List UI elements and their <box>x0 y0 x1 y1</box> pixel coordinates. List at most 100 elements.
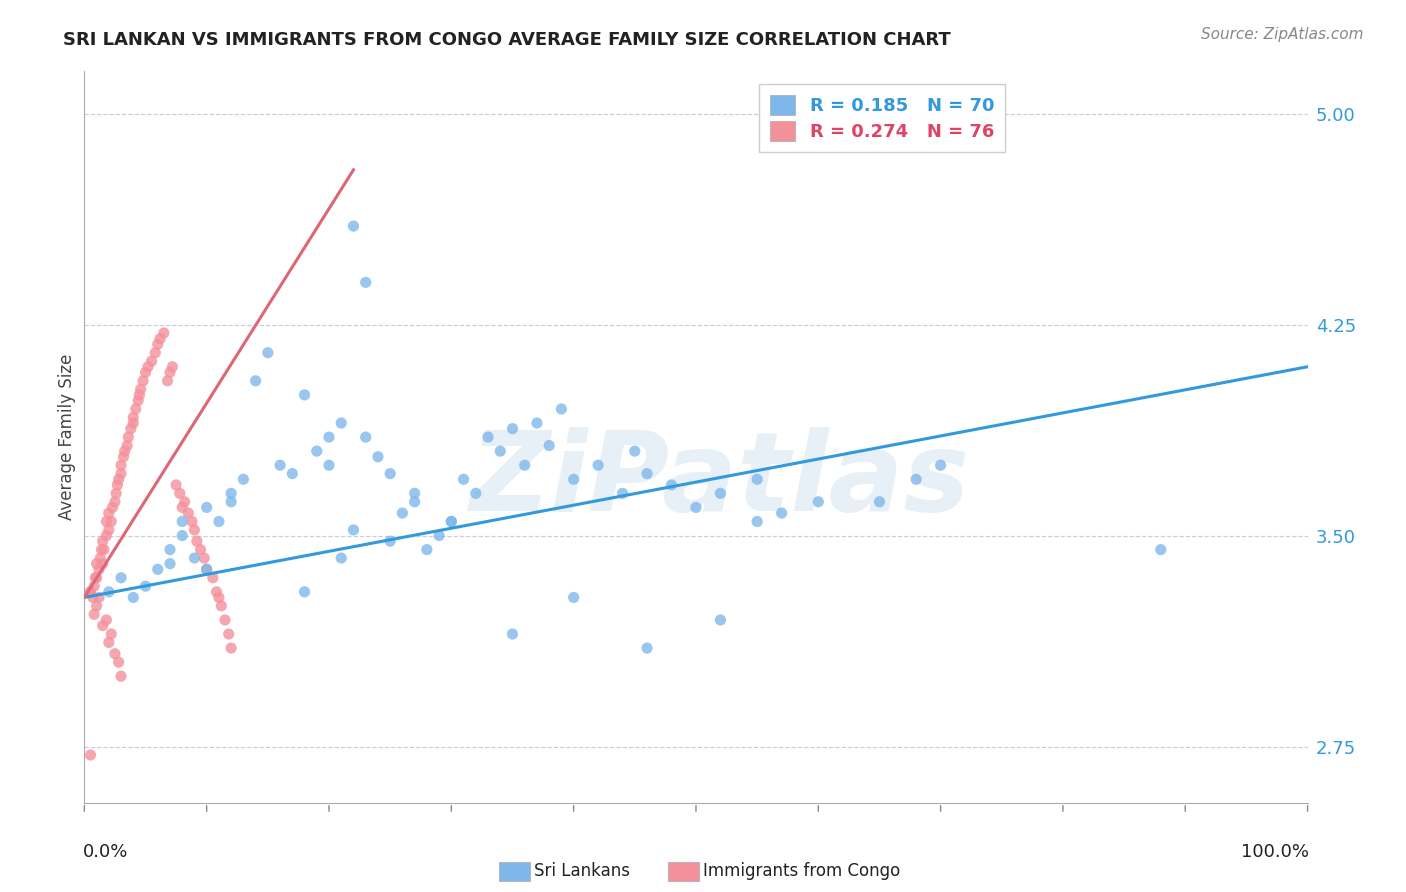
Point <box>380 534 402 549</box>
Point <box>367 450 389 464</box>
Point <box>550 401 572 416</box>
Point <box>159 542 181 557</box>
Point <box>107 655 129 669</box>
Point <box>294 584 316 599</box>
Point <box>110 669 132 683</box>
Point <box>502 422 524 436</box>
Point <box>110 467 132 481</box>
Point <box>330 416 353 430</box>
Point <box>83 607 105 622</box>
Point <box>97 506 120 520</box>
Point <box>440 515 463 529</box>
Point <box>929 458 952 473</box>
Point <box>114 444 136 458</box>
Point <box>562 591 585 605</box>
Point <box>747 515 769 529</box>
Point <box>104 647 127 661</box>
Point <box>86 571 108 585</box>
Point <box>146 337 169 351</box>
Point <box>159 365 181 379</box>
Point <box>120 422 142 436</box>
Point <box>586 458 609 473</box>
Point <box>205 584 228 599</box>
Point <box>112 450 135 464</box>
Point <box>110 458 132 473</box>
Point <box>153 326 176 340</box>
Point <box>107 472 129 486</box>
Point <box>96 613 118 627</box>
Point <box>526 416 548 430</box>
Point <box>905 472 928 486</box>
Point <box>105 478 128 492</box>
Point <box>195 562 218 576</box>
Point <box>636 641 658 656</box>
Point <box>195 562 218 576</box>
Point <box>513 458 536 473</box>
Point <box>117 430 139 444</box>
Point <box>115 438 138 452</box>
Point <box>90 542 112 557</box>
Point <box>83 579 105 593</box>
Point <box>110 571 132 585</box>
Point <box>122 410 145 425</box>
Point <box>132 374 155 388</box>
Point <box>96 528 118 542</box>
Point <box>807 495 830 509</box>
Point <box>661 478 683 492</box>
Point <box>149 332 172 346</box>
Text: Immigrants from Congo: Immigrants from Congo <box>703 863 900 880</box>
Text: 0.0%: 0.0% <box>83 843 128 861</box>
Point <box>87 562 110 576</box>
Point <box>612 486 634 500</box>
Point <box>127 393 149 408</box>
Point <box>177 506 200 520</box>
Point <box>173 495 195 509</box>
Point <box>305 444 328 458</box>
Point <box>96 515 118 529</box>
Point <box>122 416 145 430</box>
Text: ZiPatlas: ZiPatlas <box>470 427 970 534</box>
Point <box>354 276 377 290</box>
Point <box>79 747 101 762</box>
Point <box>97 584 120 599</box>
Point <box>440 515 463 529</box>
Point <box>209 599 232 613</box>
Point <box>125 401 148 416</box>
Point <box>172 528 194 542</box>
Point <box>135 365 157 379</box>
Point <box>489 444 512 458</box>
Point <box>391 506 413 520</box>
Point <box>79 584 101 599</box>
Point <box>91 618 114 632</box>
Point <box>214 613 236 627</box>
Point <box>128 388 150 402</box>
Point <box>146 562 169 576</box>
Point <box>747 472 769 486</box>
Point <box>195 500 218 515</box>
Point <box>141 354 163 368</box>
Point <box>122 591 145 605</box>
Point <box>129 382 152 396</box>
Point <box>538 438 561 452</box>
Point <box>219 486 242 500</box>
Point <box>636 467 658 481</box>
Point <box>183 523 205 537</box>
Point <box>318 458 340 473</box>
Point <box>342 523 364 537</box>
Point <box>330 551 353 566</box>
Point <box>186 534 208 549</box>
Point <box>172 500 194 515</box>
Point <box>97 523 120 537</box>
Point <box>685 500 707 515</box>
Point <box>219 495 242 509</box>
Point <box>294 388 316 402</box>
Point <box>245 374 267 388</box>
Point <box>404 486 426 500</box>
Point <box>208 591 231 605</box>
Point <box>100 515 122 529</box>
Point <box>82 591 104 605</box>
Text: Sri Lankans: Sri Lankans <box>534 863 630 880</box>
Point <box>135 579 157 593</box>
Text: SRI LANKAN VS IMMIGRANTS FROM CONGO AVERAGE FAMILY SIZE CORRELATION CHART: SRI LANKAN VS IMMIGRANTS FROM CONGO AVER… <box>63 31 950 49</box>
Point <box>281 467 304 481</box>
